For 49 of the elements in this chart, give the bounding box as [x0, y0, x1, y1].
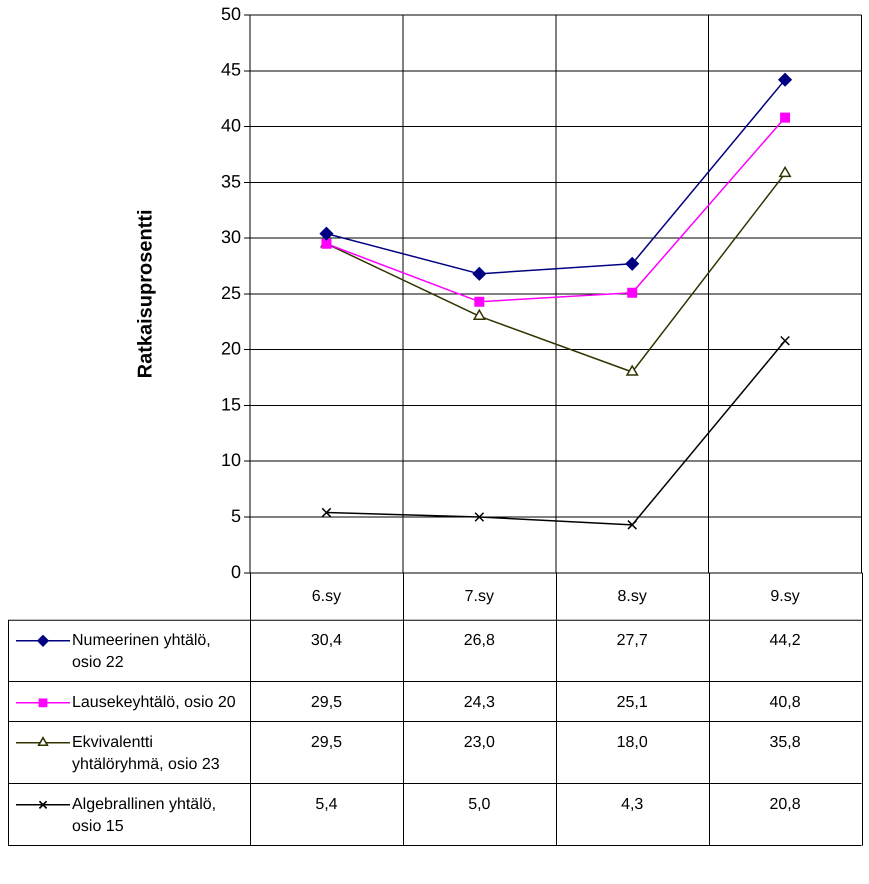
y-tick-label: 40: [220, 116, 242, 136]
data-label: 24,3: [464, 694, 495, 712]
data-label: 27,7: [616, 632, 648, 650]
legend-label: Ekvivalentti yhtälöryhmä, osio 23: [72, 734, 220, 774]
legend-label: Lausekeyhtälö, osio 20: [72, 694, 236, 712]
point: [625, 257, 639, 271]
data-label: 4,3: [621, 796, 644, 814]
x-tick-label: 6.sy: [312, 588, 342, 605]
data-label: 35,8: [769, 734, 801, 752]
y-tick-label: 20: [220, 338, 242, 359]
x-tick-label: 7.sy: [464, 588, 494, 605]
y-tick-label: 10: [220, 450, 242, 470]
data-label: 20,8: [769, 796, 801, 814]
legend-label: Algebrallinen yhtälö, osio 15: [72, 796, 216, 836]
data-label: 30,4: [310, 632, 342, 650]
y-tick-label: 45: [220, 60, 242, 80]
x-tick-label: 8.sy: [618, 588, 647, 605]
point: [321, 508, 332, 518]
data-label: 25,1: [616, 694, 648, 712]
point: [778, 72, 792, 86]
y-tick-label: 30: [220, 227, 242, 248]
point: [321, 238, 332, 249]
y-tick-label: 35: [220, 171, 242, 192]
data-label: 23,0: [464, 734, 495, 752]
y-tick-label: 25: [220, 282, 242, 303]
x-tick-label: 9.sy: [770, 588, 800, 605]
y-tick-label: 0: [231, 562, 242, 582]
data-label: 29,5: [310, 734, 342, 752]
y-tick-label: 50: [220, 4, 242, 24]
data-label: 18,0: [616, 734, 648, 752]
y-tick-label: 15: [220, 394, 242, 414]
data-label: 5,0: [468, 796, 491, 814]
point: [472, 267, 486, 281]
point: [627, 288, 638, 298]
y-axis-title: Ratkaisuprosentti: [134, 209, 157, 378]
data-label: 26,8: [464, 632, 495, 650]
point: [780, 336, 790, 346]
point: [474, 296, 484, 307]
point: [474, 512, 484, 522]
data-label: 29,5: [310, 694, 342, 712]
y-tick-label: 5: [231, 506, 242, 526]
point: [320, 226, 334, 240]
point: [780, 112, 790, 123]
point: [627, 520, 638, 530]
data-label: 40,8: [769, 694, 801, 712]
point: [779, 166, 792, 178]
data-label: 5,4: [315, 796, 338, 814]
data-label: 44,2: [769, 632, 801, 650]
legend-label: Numeerinen yhtälö, osio 22: [72, 632, 211, 672]
